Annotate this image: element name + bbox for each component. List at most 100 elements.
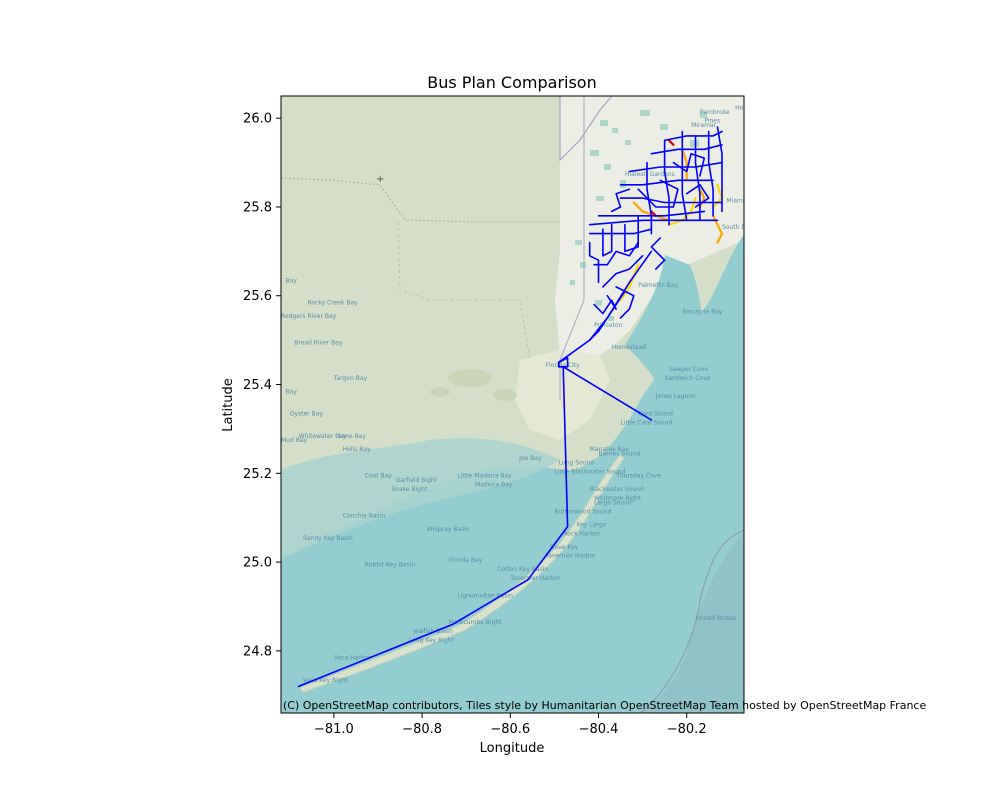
map-labels: Pembroke Pines Hollywood Miramar Hialeah Gar… [281,104,766,684]
wetland-texture [430,369,517,401]
map-label: Whitewater Bay [299,433,347,440]
map-label: Hells Bay [343,446,371,453]
route-line-blue [593,294,617,315]
route-line-blue [610,188,631,213]
map-label: Tavernier Harbor [545,553,597,560]
map-label: Blackwater Sound [590,486,644,493]
florida-keys [299,454,625,693]
map-label: Little Madeira Bay [457,473,512,480]
map-attribution: (C) OpenStreetMap contributors, Tiles st… [283,699,926,712]
map-label: Hialeah Gardens [625,171,675,178]
city-blocks [570,110,707,321]
x-tick-label: −80.6 [490,722,530,737]
y-axis: 24.8 25.0 25.2 25.4 25.6 25.8 26.0 [243,112,281,659]
y-tick-label: 26.0 [243,112,272,127]
map-label: Conchie Basin [343,513,386,520]
x-axis-label: Longitude [480,741,545,756]
axes-frame [280,95,745,714]
route-line-blue [297,365,569,688]
map-label: Sandy Key Basin [303,535,353,542]
map-label: Whipray Basin [427,526,470,533]
county-boundary-3 [559,96,585,400]
map-label: Homestead [612,344,647,351]
route-line-blue [663,139,670,226]
map-label: Miramar [691,122,717,129]
route-line-blue [637,179,679,208]
map-label: Biscayne Bay [682,309,723,316]
map-label: Pembroke [700,109,730,116]
bay-water [281,438,560,560]
map-label: Card Sound [638,411,673,418]
route-line-blue [624,215,640,253]
map-label: Florida City [546,362,581,369]
route-line-blue [685,184,710,208]
reef-line [439,409,691,661]
route-line-blue [588,219,719,226]
map-label: Little Blackwater Sound [554,468,625,475]
map-label: Rabbit Key Basin [365,562,416,569]
route-line-blue [650,237,666,270]
map-label: Snake Bight [391,486,428,493]
map-label: Madeira Bay [475,482,513,489]
map-label: Lane Bay [338,433,366,440]
route-line-blue [557,357,569,368]
map-label: Dove Key [550,544,579,551]
maritime-boundary [639,529,744,713]
map-label: Hollywood [735,104,766,111]
x-tick-label: −80.4 [579,722,619,737]
biscayne-bay [625,255,702,410]
route-line-blue [681,130,688,222]
map-label: Long Sound [559,459,595,466]
map-label: Garfield Bight [396,477,438,484]
route-line-yellow [619,263,640,302]
map-label: Cotton Key Basin [497,566,548,573]
map-label: Matecumbe Bight [449,619,503,626]
map-label: Broad River Bay [294,340,343,347]
x-tick-label: −80.8 [402,722,442,737]
map-label: Bay [285,277,297,284]
y-tick-label: 25.0 [243,556,272,571]
map-label: Jones Lagoon [655,393,696,400]
route-line-blue [615,286,635,319]
map-label: Little Card Sound [621,419,673,426]
map-label: Rodgers River Bay [281,313,337,320]
map-label: Florida Bay [449,557,483,564]
y-tick-label: 25.4 [243,378,272,393]
map-label: Whitmore Bight [594,495,642,502]
map-label: Tavernier Harbor [509,575,561,582]
y-tick-label: 25.6 [243,289,272,304]
route-line-blue [588,241,600,284]
route-line-blue [562,365,653,421]
map-label: Key Largo [576,522,606,529]
route-line-blue [672,152,706,177]
map-label: Vaca Harbor [334,655,371,662]
chart-title: Bus Plan Comparison [427,73,596,92]
y-tick-label: 25.2 [243,467,272,482]
route-line-blue [593,241,640,266]
route-line-blue [694,135,701,222]
map-label: Coot Bay [365,473,393,480]
routes [297,126,724,688]
x-axis: −81.0 −80.8 −80.6 −80.4 −80.2 [314,713,707,737]
map-area[interactable]: + Pembroke Pines Hollywood Miramar Hialeah G… [281,96,766,713]
route-line-red [667,139,675,146]
map-label: Buttonwood Sound [554,508,611,515]
map-label: Palmetto Bay [638,282,678,289]
map-label: Princeton [594,322,622,329]
route-line-blue [646,161,653,235]
route-line-blue [619,197,723,204]
map-label: United States [695,615,736,622]
county-boundary-2 [559,96,613,162]
route-line-orange [698,188,706,209]
map-label: Largo Sound [594,499,632,506]
ocean-deep [640,530,744,713]
map-label: Lignumvitae Basin [457,593,513,600]
map-label: Manatee Bay [590,446,630,453]
route-line-orange [681,148,688,182]
map-label: Barnes Sound [598,451,640,458]
map-label: Targon Bay [333,375,368,382]
route-line-blue [716,126,723,213]
urban-area [555,96,744,355]
map-label: South Beach [722,224,760,231]
